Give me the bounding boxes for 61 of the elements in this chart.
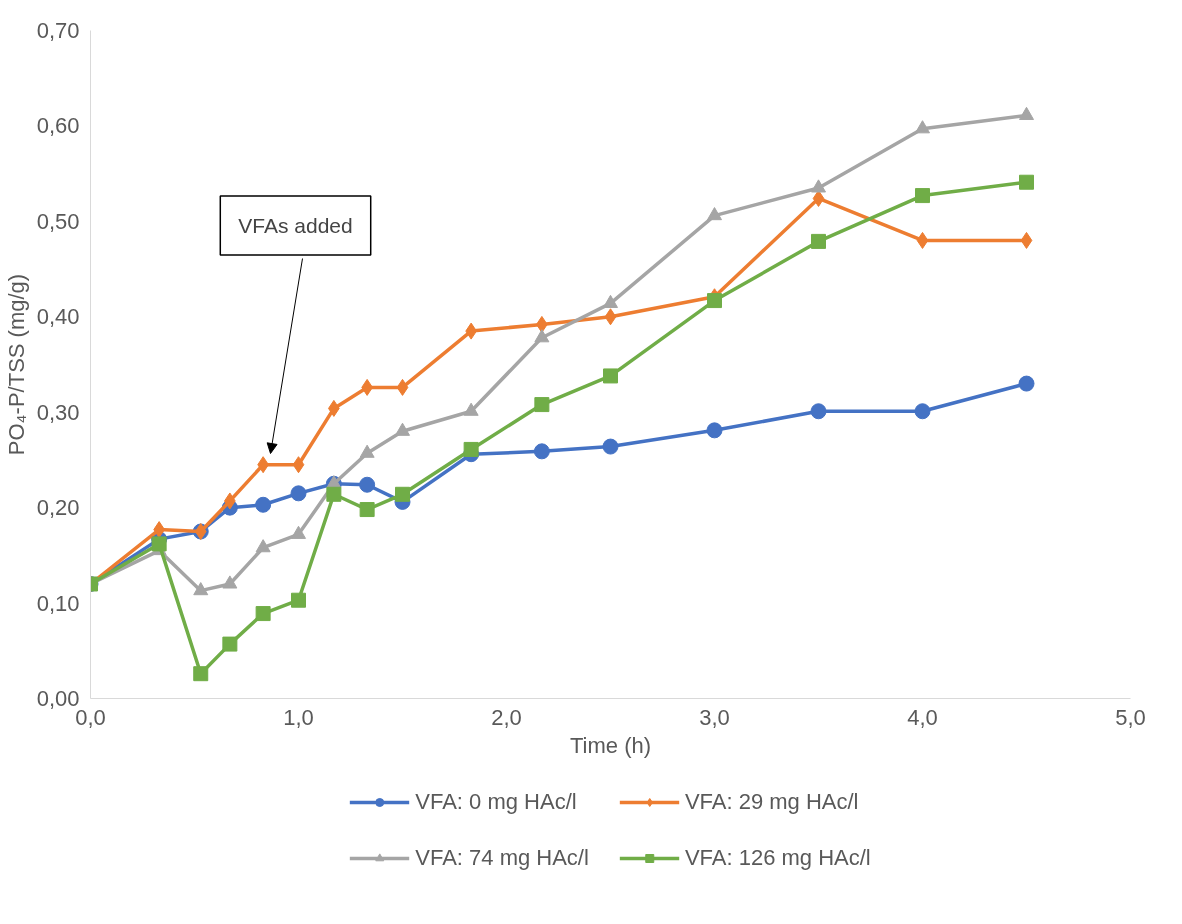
y-tick-label: 0,50 — [36, 208, 80, 234]
point — [359, 502, 375, 518]
point — [1019, 106, 1034, 120]
point — [914, 403, 931, 420]
x-tick-label: 3,0 — [699, 704, 730, 730]
point — [255, 606, 271, 622]
point — [151, 536, 167, 552]
point — [707, 207, 722, 221]
point — [811, 233, 826, 249]
point — [255, 496, 272, 513]
point — [603, 368, 618, 384]
x-axis-title: Time (h) — [569, 732, 652, 758]
point — [534, 397, 550, 413]
point — [706, 422, 723, 439]
y-tick-label: 0,00 — [36, 686, 80, 711]
y-tick-label: 0,30 — [36, 399, 80, 425]
point — [326, 486, 342, 502]
point — [463, 441, 479, 457]
point — [395, 486, 410, 502]
y-tick-label: 0,40 — [36, 304, 80, 330]
point — [707, 293, 722, 309]
y-tick-label: 0,10 — [36, 590, 80, 616]
point — [604, 308, 617, 326]
point — [292, 456, 305, 474]
point — [602, 438, 619, 455]
x-tick-label: 1,0 — [283, 704, 314, 730]
point — [533, 443, 550, 460]
y-tick-label: 0,70 — [36, 18, 80, 43]
y-axis-title: PO₄-P/TSS (mg/g) — [3, 273, 29, 456]
point — [193, 582, 209, 596]
point — [1018, 375, 1035, 392]
point — [291, 592, 306, 608]
point — [916, 231, 929, 249]
point — [290, 485, 307, 502]
y-tick-label: 0,60 — [36, 113, 80, 139]
point — [915, 120, 930, 134]
x-tick-label: 2,0 — [491, 704, 522, 730]
point — [915, 188, 930, 204]
point — [811, 179, 826, 193]
x-tick-label: 4,0 — [907, 704, 938, 730]
x-tick-label: 5,0 — [1115, 704, 1146, 730]
point — [396, 378, 409, 396]
point — [193, 666, 209, 682]
legend-label: VFA: 126 mg HAc/l — [684, 845, 871, 871]
y-tick-label: 0,20 — [36, 495, 80, 521]
point — [359, 444, 375, 458]
point — [395, 422, 410, 436]
point — [359, 476, 376, 493]
point — [222, 575, 238, 589]
point — [255, 539, 271, 553]
legend-label: VFA: 29 mg HAc/l — [684, 789, 859, 815]
legend-label: VFA: 0 mg HAc/l — [415, 789, 577, 815]
point — [222, 636, 238, 652]
point — [1019, 174, 1034, 190]
point — [463, 402, 479, 416]
legend-label: VFA: 74 mg HAc/l — [415, 845, 589, 871]
point — [810, 403, 827, 420]
point — [603, 294, 618, 308]
annotation: VFAs added — [238, 214, 353, 237]
point — [1020, 231, 1033, 249]
point — [534, 329, 550, 343]
